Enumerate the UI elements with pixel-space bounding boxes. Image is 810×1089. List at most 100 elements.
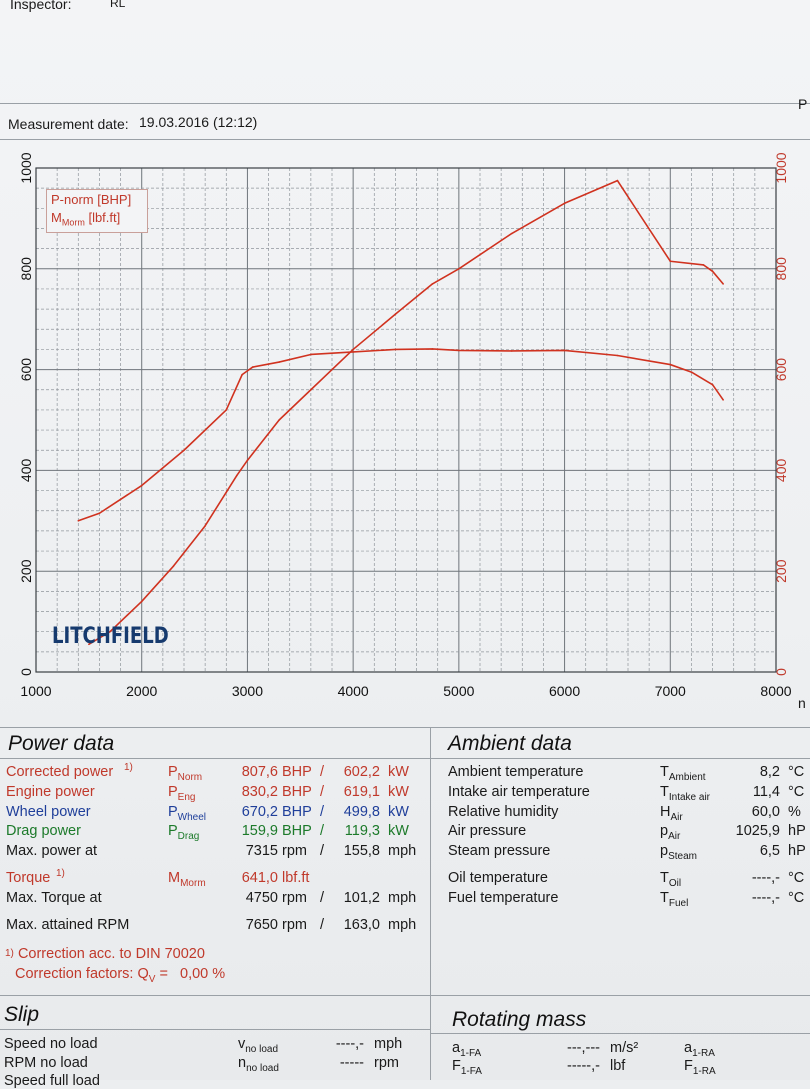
ambient-row-symbol-symbol: p	[660, 843, 669, 859]
rotating-mass-symbol: F1-FA	[452, 1058, 482, 1077]
ambient-row-unit: hP	[788, 843, 806, 859]
power-row-symbol: PWheel	[168, 804, 206, 823]
series-point-torque	[183, 449, 185, 452]
ambient-row-unit: °C	[788, 890, 805, 906]
power-row-symbol-subscript: Eng	[177, 792, 196, 803]
power-row-value-2: 602,2	[343, 764, 380, 780]
power-row-label: Max. attained RPM	[6, 917, 130, 933]
date-divider	[0, 139, 810, 140]
power-row-unit-1: rpm	[282, 843, 307, 859]
power-row-separator: /	[320, 764, 325, 780]
rotating-mass-unit: m/s²	[610, 1040, 639, 1056]
rotating-mass-unit: lbf	[610, 1058, 626, 1074]
series-point-torque	[510, 350, 513, 352]
power-data-title: Power data	[8, 732, 115, 755]
rotating-mass-value: ---,---	[566, 1040, 600, 1056]
ambient-row-symbol-subscript: Air	[668, 831, 681, 842]
series-point-torque	[77, 520, 80, 522]
power-row-unit-1: BHP	[282, 823, 312, 839]
power-row-symbol: MMorm	[168, 870, 206, 889]
x-tick-label: 3000	[232, 683, 263, 699]
series-line-torque	[78, 348, 724, 522]
rotating-mass-symbol-symbol: F	[452, 1058, 461, 1074]
power-row-symbol-symbol: P	[168, 823, 178, 839]
series-point-torque	[669, 363, 672, 366]
power-row-unit-1: BHP	[282, 784, 312, 800]
power-row-label: Drag power	[6, 823, 81, 839]
x-tick-label: 2000	[126, 683, 157, 699]
series-point-power	[246, 459, 249, 462]
power-row-symbol-subscript: Morm	[180, 878, 206, 889]
correction-factors-label: Correction factors: Q	[15, 966, 149, 982]
series-point-torque	[394, 348, 397, 351]
slip-row-symbol-subscript: no load	[245, 1044, 279, 1055]
series-point-power	[458, 268, 460, 270]
power-row-unit-2: kW	[388, 804, 409, 820]
series-point-power	[510, 232, 513, 235]
ambient-data-title-rule	[430, 758, 810, 759]
power-row-separator: /	[320, 917, 325, 933]
power-row-footnote: 1)	[124, 762, 133, 773]
ambient-row-symbol-symbol: p	[660, 823, 669, 839]
legend-torque-sub: Morm	[61, 217, 85, 228]
series-point-torque	[225, 409, 228, 411]
power-row-value-1: 7315	[245, 843, 278, 859]
slip-row-label: RPM no load	[4, 1055, 88, 1071]
slip-title: Slip	[4, 1003, 40, 1026]
power-row-value-1: 641,0	[241, 870, 278, 886]
ambient-row-label: Air pressure	[448, 823, 527, 839]
ambient-row-symbol: pAir	[660, 823, 680, 842]
series-point-power	[722, 283, 724, 285]
power-row-separator: /	[320, 784, 325, 800]
power-row-symbol-subscript: Wheel	[177, 812, 207, 823]
series-point-power	[711, 270, 714, 273]
ambient-row-symbol-symbol: T	[660, 870, 669, 886]
power-row-unit-1: rpm	[282, 890, 307, 906]
ambient-row-label: Intake air temperature	[448, 784, 590, 800]
litchfield-logo: LITCHFIELD	[52, 624, 169, 649]
power-torque-chart: 1000 2000 3000 4000 5000 6000 7000 800002004006…	[18, 152, 792, 699]
ambient-row-label: Relative humidity	[448, 804, 559, 820]
x-tick-label: 6000	[549, 683, 580, 699]
ambient-row-label: Ambient temperature	[448, 764, 584, 780]
rotating-mass-symbol-ra-subscript: 1-RA	[692, 1066, 716, 1077]
legend-torque-tail: [lbf.ft]	[84, 210, 121, 225]
rotating-mass-symbol: a1-FA	[452, 1040, 481, 1059]
power-row-unit-1: BHP	[282, 764, 312, 780]
ambient-row-label: Steam pressure	[448, 843, 551, 859]
rotating-mass-title-rule	[430, 1033, 810, 1034]
series-point-torque	[431, 348, 434, 350]
series-point-torque	[458, 349, 460, 352]
ambient-row-unit: hP	[788, 823, 806, 839]
y-tick-label-right: 0	[773, 668, 789, 676]
slip-row-symbol: nno load	[238, 1055, 279, 1074]
chart-legend: P-norm [BHP] MMorm [lbf.ft]	[46, 189, 148, 233]
ambient-row-symbol-symbol: H	[660, 804, 671, 820]
chart-series	[77, 179, 724, 646]
power-row-symbol-subscript: Norm	[177, 772, 203, 783]
y-tick-label-right: 1000	[773, 152, 789, 183]
series-point-torque	[310, 353, 312, 356]
y-tick-label-left: 1000	[18, 152, 34, 183]
series-point-torque	[251, 366, 254, 368]
y-tick-label-right: 800	[773, 257, 789, 281]
rotating-mass-symbol-ra-symbol: F	[684, 1058, 693, 1074]
power-row-label: Max. power at	[6, 843, 98, 859]
sections-mid-rule	[0, 995, 810, 996]
slip-title-rule	[0, 1029, 430, 1030]
series-point-power	[236, 474, 238, 477]
legend-p-norm: P-norm [BHP]	[51, 192, 132, 207]
series-point-torque	[722, 399, 724, 401]
slip-row-value: -----	[339, 1055, 364, 1071]
series-point-power	[172, 565, 175, 567]
ambient-row-symbol: TIntake air	[660, 784, 710, 803]
page-corner-letter: P	[798, 96, 808, 112]
series-point-power	[669, 260, 672, 263]
y-tick-label-right: 600	[773, 358, 789, 382]
power-row-value-2: 119,3	[344, 823, 380, 839]
rotating-mass-symbol-symbol: a	[452, 1040, 461, 1056]
y-tick-label-left: 600	[18, 358, 34, 382]
rotating-mass-symbol-ra: F1-RA	[684, 1058, 716, 1077]
power-row-value-1: 7650	[245, 917, 278, 933]
rotating-mass-title: Rotating mass	[452, 1008, 587, 1031]
